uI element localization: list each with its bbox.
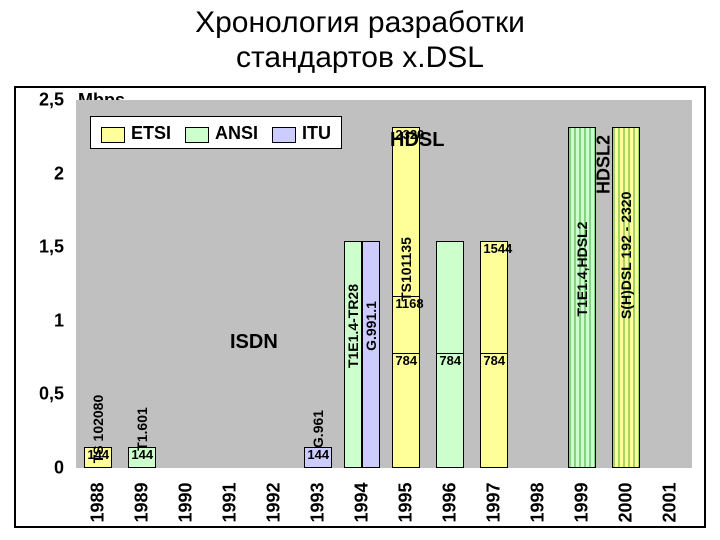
- bar: [480, 353, 507, 468]
- bar-value-label: 144: [307, 447, 329, 462]
- bar-value-label: 144: [131, 447, 153, 462]
- x-tick: 1991: [220, 473, 241, 533]
- bar-side-text: T1E1.4,HDSL2: [574, 219, 590, 319]
- x-tick: 1996: [440, 473, 461, 533]
- x-tick: 1994: [352, 473, 373, 533]
- y-tick: 1: [24, 310, 64, 331]
- bar-value-label: 144: [87, 447, 109, 462]
- bar-value-label: 784: [395, 353, 417, 368]
- bar: [436, 353, 463, 468]
- x-tick: 1990: [176, 473, 197, 533]
- legend-item-ansi: ANSI: [185, 123, 258, 144]
- x-tick: 1989: [132, 473, 153, 533]
- x-tick: 1998: [528, 473, 549, 533]
- bar: [392, 353, 419, 468]
- bar-value-label: 1544: [483, 241, 512, 256]
- x-tick: 2000: [616, 473, 637, 533]
- y-tick: 1,5: [24, 237, 64, 258]
- annotation: ISDN: [230, 331, 278, 354]
- bar-side-text: T1.601: [134, 379, 150, 479]
- y-tick: 0: [24, 458, 64, 479]
- bar-value-label: 1168: [395, 296, 423, 311]
- x-axis-labels: 1988198919901991199219931994199519961997…: [76, 474, 692, 526]
- x-tick: 1997: [484, 473, 505, 533]
- legend-item-etsi: ETSI: [101, 123, 171, 144]
- chart-frame: Mbps 144TS 102080144T1.601144G.961T1E1.4…: [14, 86, 706, 528]
- bar-side-text: G.961: [310, 379, 326, 479]
- bar-value-label: 784: [439, 353, 461, 368]
- bar-side-text: S(H)DSL 192 - 2320: [618, 219, 634, 319]
- annotation: HDSL2: [594, 130, 615, 200]
- bar-value-label: 784: [483, 353, 505, 368]
- x-tick: 1999: [572, 473, 593, 533]
- bar-side-text: G.991.1: [363, 276, 379, 376]
- y-tick: 2,5: [24, 90, 64, 111]
- y-tick: 2: [24, 163, 64, 184]
- y-tick: 0,5: [24, 384, 64, 405]
- bar-side-text: T1E1.4-TR28: [345, 276, 361, 376]
- x-tick: 1993: [308, 473, 329, 533]
- x-tick: 1992: [264, 473, 285, 533]
- bar-side-text: TS 102080: [90, 379, 106, 479]
- x-tick: 2001: [660, 473, 681, 533]
- legend-item-itu: ITU: [272, 123, 331, 144]
- x-tick: 1988: [88, 473, 109, 533]
- title-line1: Хронология разработки: [195, 6, 525, 39]
- page-title: Хронология разработки стандартов x.DSL: [0, 6, 720, 75]
- x-tick: 1995: [396, 473, 417, 533]
- title-line2: стандартов x.DSL: [236, 41, 484, 74]
- bar-value-label: 2320: [395, 127, 424, 142]
- plot-area: 144TS 102080144T1.601144G.961T1E1.4-TR28…: [76, 100, 692, 468]
- legend: ETSI ANSI ITU: [90, 116, 342, 149]
